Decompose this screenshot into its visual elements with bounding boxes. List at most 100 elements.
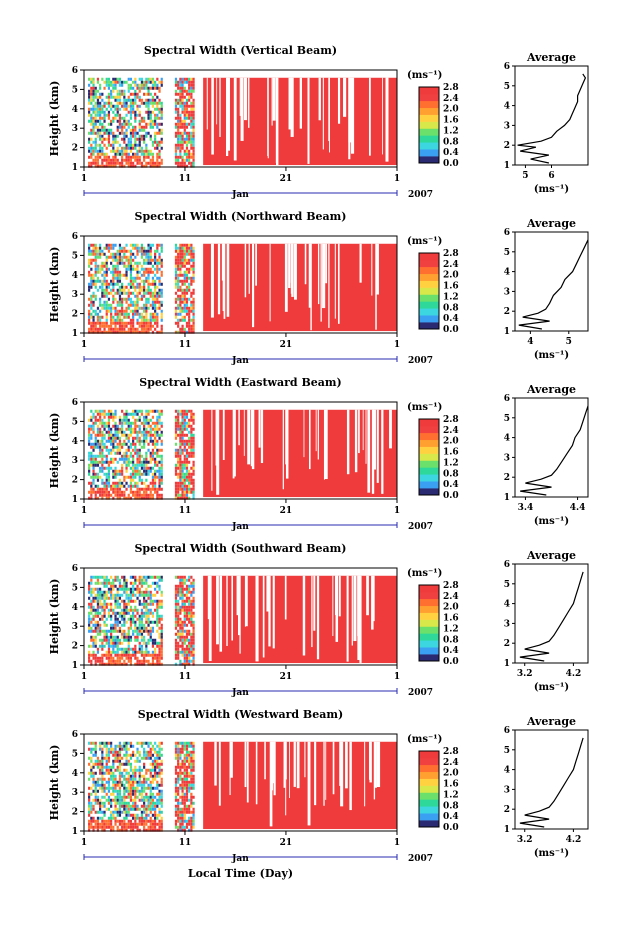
data-cell — [183, 496, 186, 500]
data-cell — [156, 605, 159, 609]
data-cell — [151, 822, 155, 826]
colorbar-frame — [418, 584, 440, 662]
data-cell — [123, 653, 126, 657]
data-cell — [136, 318, 139, 322]
data-gap — [382, 77, 383, 155]
data-cell — [151, 638, 155, 642]
data-cell — [174, 300, 178, 304]
data-cell — [121, 324, 124, 328]
data-cell — [179, 783, 182, 787]
data-cell — [101, 158, 104, 162]
data-cell — [140, 267, 144, 271]
data-cell — [147, 590, 150, 594]
data-cell — [103, 442, 106, 446]
data-cell — [123, 412, 126, 416]
data-cell — [149, 243, 152, 247]
data-cell — [192, 445, 195, 449]
data-cell — [112, 330, 115, 334]
data-cell — [136, 789, 139, 793]
data-cell — [121, 747, 124, 751]
data-cell — [112, 264, 115, 268]
data-cell — [177, 318, 180, 322]
data-cell — [118, 107, 122, 111]
data-cell — [154, 653, 157, 657]
data-cell — [123, 792, 126, 796]
data-cell — [154, 424, 157, 428]
data-cell — [92, 309, 95, 313]
data-cell — [192, 753, 195, 757]
data-cell — [94, 158, 97, 162]
data-cell — [181, 759, 184, 763]
data-cell — [118, 252, 122, 256]
data-cell — [143, 442, 146, 446]
data-cell — [92, 774, 95, 778]
data-cell — [140, 629, 144, 633]
data-cell — [174, 279, 178, 283]
data-cell — [96, 424, 100, 428]
data-cell — [90, 294, 93, 298]
data-gap — [226, 243, 230, 317]
data-cell — [138, 792, 141, 796]
data-cell — [190, 83, 193, 87]
data-cell — [90, 475, 93, 479]
data-cell — [190, 146, 193, 150]
data-cell — [105, 107, 108, 111]
data-cell — [156, 786, 159, 790]
data-cell — [101, 496, 104, 500]
data-cell — [123, 433, 126, 437]
data-cell — [110, 653, 113, 657]
data-cell — [105, 273, 108, 277]
data-cell — [188, 161, 191, 165]
data-cell — [177, 635, 180, 639]
data-cell — [125, 122, 128, 126]
data-cell — [138, 430, 141, 434]
data-cell — [127, 804, 130, 808]
data-cell — [92, 747, 95, 751]
data-gap — [267, 77, 269, 159]
data-cell — [125, 744, 128, 748]
data-cell — [116, 291, 119, 295]
data-cell — [185, 152, 189, 156]
data-cell — [183, 116, 186, 120]
data-cell — [181, 107, 184, 111]
data-cell — [99, 164, 102, 168]
data-cell — [140, 487, 144, 491]
data-cell — [96, 762, 100, 766]
data-cell — [140, 647, 144, 651]
data-cell — [99, 83, 102, 87]
data-cell — [134, 288, 137, 292]
data-cell — [185, 252, 189, 256]
data-cell — [154, 478, 157, 482]
data-cell — [94, 279, 97, 283]
data-cell — [140, 297, 144, 301]
data-cell — [114, 318, 117, 322]
data-cell — [123, 421, 126, 425]
data-cell — [140, 80, 144, 84]
data-cell — [99, 587, 102, 591]
data-cell — [160, 249, 163, 253]
data-cell — [132, 753, 135, 757]
data-cell — [96, 95, 100, 99]
data-cell — [129, 98, 133, 102]
data-cell — [116, 750, 119, 754]
data-cell — [145, 270, 148, 274]
data-cell — [174, 415, 178, 419]
data-cell — [174, 427, 178, 431]
data-cell — [114, 593, 117, 597]
data-cell — [188, 98, 191, 102]
data-cell — [110, 626, 113, 630]
data-cell — [132, 463, 135, 467]
colorbar-tick: 1.2 — [443, 126, 459, 136]
data-cell — [114, 756, 117, 760]
data-cell — [143, 650, 146, 654]
data-cell — [125, 816, 128, 820]
data-cell — [143, 303, 146, 307]
data-cell — [127, 291, 130, 295]
colorbar-swatch — [419, 156, 439, 164]
data-cell — [121, 744, 124, 748]
data-cell — [125, 789, 128, 793]
data-cell — [136, 783, 139, 787]
data-cell — [99, 626, 102, 630]
data-cell — [112, 285, 115, 289]
data-cell — [99, 460, 102, 464]
